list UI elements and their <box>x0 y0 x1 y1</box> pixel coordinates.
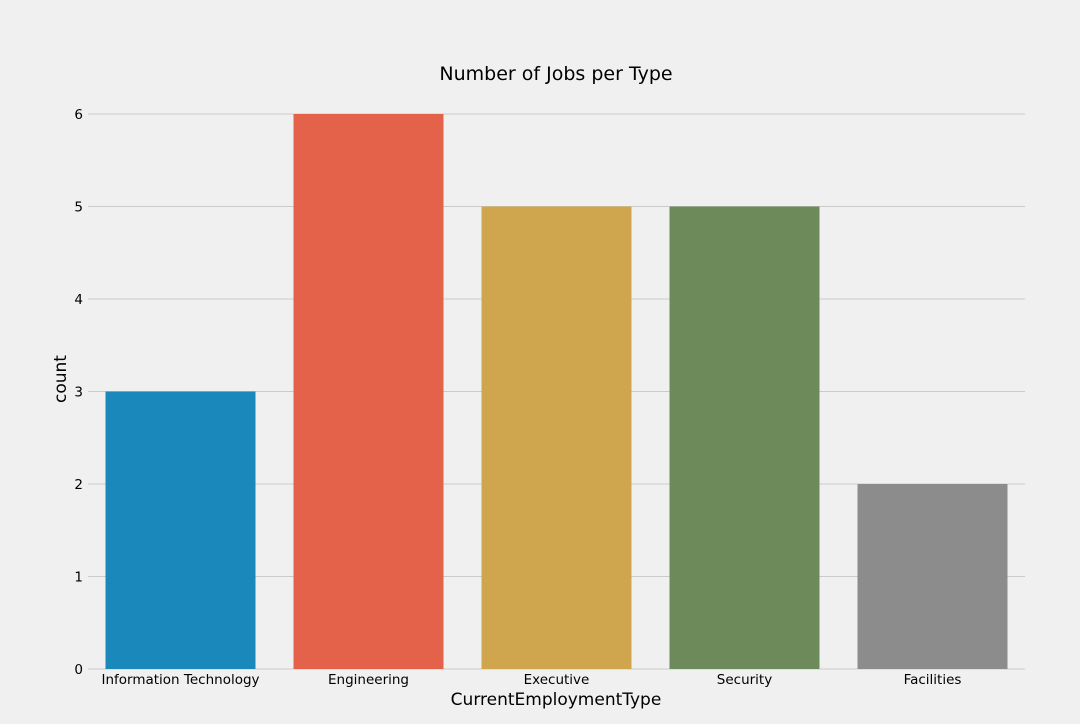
bar <box>857 484 1008 669</box>
bar <box>105 391 256 669</box>
bar <box>669 206 820 669</box>
x-axis-label: CurrentEmploymentType <box>451 690 662 710</box>
bar <box>481 206 632 669</box>
y-tick-label: 2 <box>74 477 83 493</box>
y-tick-label: 6 <box>74 107 83 123</box>
x-tick-label: Security <box>717 672 772 688</box>
y-tick-label: 1 <box>74 570 83 586</box>
y-tick-label: 3 <box>74 385 83 401</box>
x-tick-label: Engineering <box>328 672 409 688</box>
y-tick-label: 4 <box>74 292 83 308</box>
bar <box>293 114 444 669</box>
bars <box>105 114 1008 669</box>
y-tick-labels: 0 1 2 3 4 5 6 <box>74 107 83 678</box>
y-axis-label: count <box>51 355 71 403</box>
y-tick-label: 5 <box>74 200 83 216</box>
x-tick-label: Facilities <box>904 672 962 688</box>
x-tick-labels: Information Technology Engineering Executi… <box>101 672 961 688</box>
x-tick-label: Executive <box>524 672 590 688</box>
x-tick-label: Information Technology <box>101 672 259 688</box>
chart-title: Number of Jobs per Type <box>439 63 672 85</box>
y-tick-label: 0 <box>74 662 83 678</box>
